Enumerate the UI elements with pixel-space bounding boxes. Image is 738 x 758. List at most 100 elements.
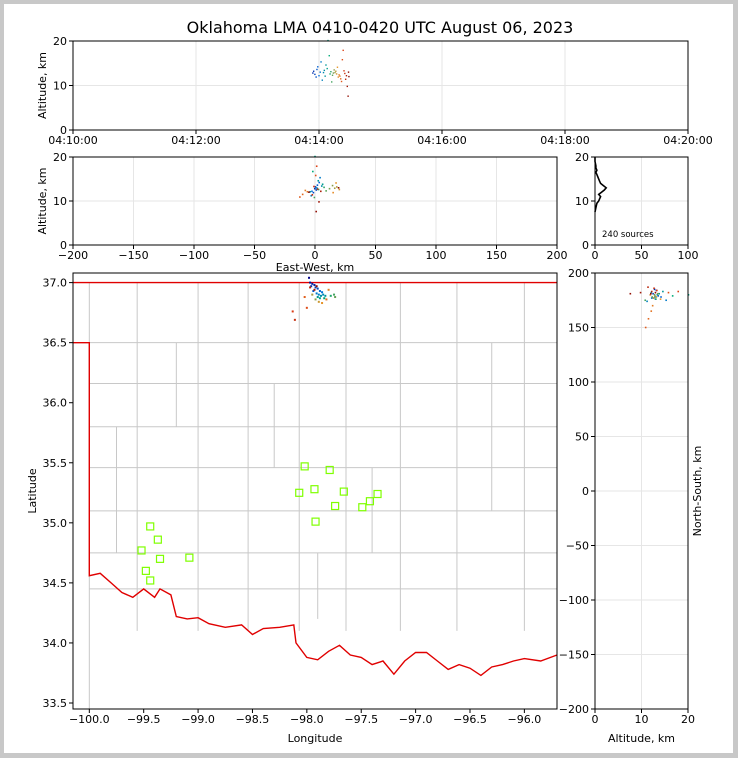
northsouth-tick-label: 100 (568, 376, 589, 389)
source-point (347, 95, 349, 97)
source-point (315, 210, 318, 213)
source-point (315, 187, 317, 189)
source-point (305, 306, 308, 309)
source-point (310, 285, 313, 288)
source-point (314, 298, 317, 301)
source-point (319, 294, 322, 297)
source-point (313, 187, 316, 190)
source-point (312, 70, 315, 72)
source-point (331, 184, 334, 187)
longitude-tick-label: −99.0 (181, 713, 215, 726)
source-point (320, 185, 323, 187)
latitude-tick-label: 33.5 (43, 697, 68, 710)
source-point (647, 317, 650, 320)
latitude-tick-label: 35.0 (43, 517, 68, 530)
time-altitude-frame (72, 40, 689, 131)
altitude-tick-label: 20 (53, 35, 67, 48)
northsouth-tick-label: 50 (575, 431, 589, 444)
source-point (321, 291, 324, 294)
source-point (311, 282, 314, 285)
source-point (662, 290, 664, 293)
plan-view-frame (72, 272, 558, 710)
source-point (654, 291, 657, 294)
source-point (312, 72, 314, 74)
longitude-tick-label: −98.5 (236, 713, 270, 726)
source-point (671, 295, 674, 297)
eastwest-altitude-panel: −200 −150 −100 −50 0 50 100 150 200 0 10 20 East-Wes… (36, 151, 568, 274)
longitude-tick-label: −97.0 (399, 713, 433, 726)
source-point (665, 299, 667, 302)
source-point (335, 73, 338, 75)
lma-station-marker (325, 465, 334, 475)
source-point (343, 70, 345, 72)
plan-view-plot-area (73, 273, 557, 709)
plan-view-panel: −100.0 −99.5 −99.0 −98.5 −98.0 −97.5 −97.0 −96.… (26, 272, 558, 745)
source-point (345, 75, 348, 77)
northsouth-tick-label: 150 (568, 322, 589, 335)
source-point (654, 295, 656, 297)
time-tick-label: 04:16:00 (417, 134, 466, 147)
source-point (660, 296, 662, 298)
source-point (303, 296, 306, 299)
source-point (348, 75, 350, 78)
source-point (344, 78, 347, 80)
source-point (338, 74, 340, 76)
altitude-tick-label: 0 (582, 239, 589, 252)
source-point (659, 298, 662, 300)
source-point (313, 185, 315, 188)
altitude-histogram-line (594, 157, 608, 213)
source-point (313, 196, 316, 199)
lma-station-marker (295, 488, 304, 497)
source-point (316, 68, 318, 71)
source-point (316, 287, 319, 290)
source-point (653, 288, 656, 291)
source-point (314, 286, 317, 289)
source-point (329, 73, 331, 75)
source-point (318, 181, 321, 184)
source-point (291, 310, 294, 313)
source-point (347, 71, 350, 73)
source-point (652, 292, 654, 295)
source-point (656, 289, 658, 292)
source-point (308, 276, 311, 279)
source-point (651, 304, 654, 307)
lma-station-marker (358, 503, 367, 512)
source-point (316, 187, 319, 190)
source-point (309, 281, 312, 284)
eastwest-tick-label: −200 (58, 249, 88, 262)
time-tick-label: 04:12:00 (171, 134, 220, 147)
source-point (656, 294, 659, 296)
source-point (329, 294, 332, 297)
lma-station-marker (141, 566, 150, 575)
source-point (651, 296, 653, 298)
source-point (313, 284, 316, 287)
altitude-tick-label: 0 (60, 239, 67, 252)
source-point (316, 184, 319, 186)
histogram-tick-label: 0 (592, 249, 599, 262)
histogram-tick-label: 100 (678, 249, 699, 262)
time-tick-label: 04:20:00 (663, 134, 712, 147)
eastwest-tick-label: −150 (118, 249, 148, 262)
source-point (293, 318, 296, 321)
source-point (331, 74, 334, 76)
source-point (325, 190, 327, 192)
source-point (312, 290, 315, 293)
latitude-tick-label: 35.5 (43, 457, 68, 470)
source-point (317, 300, 320, 303)
source-point (326, 67, 328, 70)
source-point (333, 187, 336, 190)
source-point (315, 189, 318, 191)
source-point (309, 286, 312, 289)
altitude-tick-label: 0 (60, 124, 67, 137)
source-point (323, 186, 325, 189)
time-tick-label: 04:14:00 (294, 134, 343, 147)
lma-station-marker (331, 501, 340, 511)
eastwest-tick-label: 100 (426, 249, 447, 262)
source-point (655, 298, 657, 300)
latitude-tick-label: 36.5 (43, 337, 68, 350)
source-point (335, 186, 338, 188)
chart-title: Oklahoma LMA 0410-0420 UTC August 06, 20… (187, 18, 574, 37)
source-point (650, 292, 652, 295)
longitude-tick-label: −96.0 (508, 713, 542, 726)
source-point (333, 69, 335, 71)
